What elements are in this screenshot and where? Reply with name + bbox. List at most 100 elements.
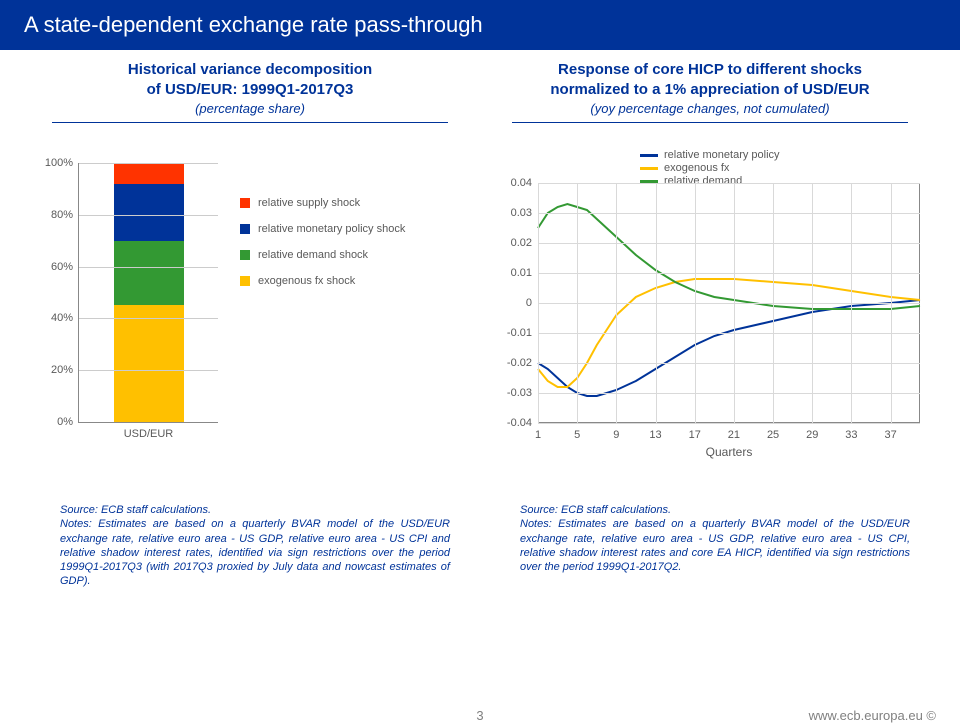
y-tick-label: 0.02 [511, 237, 532, 249]
gridline [773, 183, 774, 423]
gridline [538, 333, 920, 334]
right-panel: Response of core HICP to different shock… [490, 60, 930, 589]
gridline [79, 267, 218, 268]
legend-item: relative demand shock [240, 249, 405, 261]
content-row: Historical variance decomposition of USD… [0, 50, 960, 589]
legend-label: exogenous fx shock [258, 275, 355, 287]
gridline [79, 215, 218, 216]
y-tick-label: 0.01 [511, 267, 532, 279]
left-note: Source: ECB staff calculations. Notes: E… [30, 493, 470, 589]
gridline [812, 183, 813, 423]
legend-label: relative demand shock [258, 249, 368, 261]
x-tick-label: 29 [806, 429, 818, 441]
legend-item: relative monetary policy shock [240, 223, 405, 235]
left-chart: USD/EUR 0%20%40%60%80%100% relative supp… [30, 153, 470, 493]
right-title-rule [512, 122, 908, 123]
legend-label: exogenous fx [664, 162, 729, 174]
legend-swatch [240, 276, 250, 286]
y-tick-label: -0.01 [507, 327, 532, 339]
gridline [538, 363, 920, 364]
y-tick-label: 20% [51, 364, 73, 376]
left-subtitle: (percentage share) [30, 101, 470, 116]
right-chart: relative monetary policyexogenous fxrela… [490, 153, 930, 493]
gridline [79, 318, 218, 319]
gridline [695, 183, 696, 423]
gridline [538, 273, 920, 274]
left-note-text: Notes: Estimates are based on a quarterl… [60, 517, 450, 588]
bar-segment [114, 163, 184, 184]
left-title-rule [52, 122, 448, 123]
y-tick-label: -0.04 [507, 417, 532, 429]
y-tick-label: 0.04 [511, 177, 532, 189]
y-tick-label: 0% [57, 416, 73, 428]
stacked-bar-plot: USD/EUR 0%20%40%60%80%100% [78, 163, 218, 423]
y-tick-label: -0.02 [507, 357, 532, 369]
slide-header: A state-dependent exchange rate pass-thr… [0, 0, 960, 50]
legend-label: relative monetary policy [664, 149, 780, 161]
page-number: 3 [476, 708, 483, 723]
gridline [891, 183, 892, 423]
bar-segment [114, 241, 184, 306]
gridline [577, 183, 578, 423]
gridline [734, 183, 735, 423]
line-chart-plot: Quarters -0.04-0.03-0.02-0.0100.010.020.… [538, 183, 920, 423]
x-tick-label: 25 [767, 429, 779, 441]
y-tick-label: 80% [51, 209, 73, 221]
right-title-line2: normalized to a 1% appreciation of USD/E… [490, 80, 930, 100]
left-title-line1: Historical variance decomposition [30, 60, 470, 80]
gridline [538, 183, 920, 184]
y-tick-label: 40% [51, 312, 73, 324]
right-note-text: Notes: Estimates are based on a quarterl… [520, 517, 910, 574]
gridline [656, 183, 657, 423]
bar-segment [114, 305, 184, 422]
legend-label: relative supply shock [258, 197, 360, 209]
gridline [538, 423, 920, 424]
legend-swatch [240, 250, 250, 260]
gridline [538, 243, 920, 244]
y-tick-label: -0.03 [507, 387, 532, 399]
left-title-line2: of USD/EUR: 1999Q1-2017Q3 [30, 80, 470, 100]
x-tick-label: 33 [845, 429, 857, 441]
x-tick-label: 9 [613, 429, 619, 441]
x-tick-label: 37 [884, 429, 896, 441]
left-panel: Historical variance decomposition of USD… [30, 60, 470, 589]
gridline [79, 163, 218, 164]
legend-swatch [640, 167, 658, 170]
x-tick-label: 21 [728, 429, 740, 441]
y-tick-label: 0.03 [511, 207, 532, 219]
legend-swatch [640, 154, 658, 157]
legend-item: relative monetary policy [640, 149, 780, 161]
slide-title: A state-dependent exchange rate pass-thr… [24, 12, 483, 37]
y-tick-label: 0 [526, 297, 532, 309]
right-title-line1: Response of core HICP to different shock… [490, 60, 930, 80]
legend-swatch [240, 224, 250, 234]
legend-swatch [240, 198, 250, 208]
gridline [538, 183, 539, 423]
x-tick-label: 13 [649, 429, 661, 441]
right-note-source: Source: ECB staff calculations. [520, 503, 910, 517]
gridline [538, 303, 920, 304]
x-tick-label: 1 [535, 429, 541, 441]
bar-segment [114, 184, 184, 241]
line-chart-legend: relative monetary policyexogenous fxrela… [640, 148, 780, 188]
footer-site: www.ecb.europa.eu © [809, 708, 936, 723]
x-tick-label: 17 [689, 429, 701, 441]
legend-label: relative monetary policy shock [258, 223, 405, 235]
legend-item: exogenous fx shock [240, 275, 405, 287]
gridline [538, 393, 920, 394]
line-chart-xtitle: Quarters [706, 445, 753, 459]
legend-item: relative supply shock [240, 197, 405, 209]
x-tick-label: 5 [574, 429, 580, 441]
stacked-bar [114, 163, 184, 422]
left-note-source: Source: ECB staff calculations. [60, 503, 450, 517]
right-note: Source: ECB staff calculations. Notes: E… [490, 493, 930, 574]
stacked-bar-xlabel: USD/EUR [124, 428, 174, 440]
right-subtitle: (yoy percentage changes, not cumulated) [490, 101, 930, 116]
legend-item: exogenous fx [640, 162, 780, 174]
y-tick-label: 100% [45, 157, 73, 169]
stacked-bar-legend: relative supply shock relative monetary p… [240, 183, 405, 301]
gridline [851, 183, 852, 423]
y-tick-label: 60% [51, 261, 73, 273]
gridline [79, 370, 218, 371]
slide: A state-dependent exchange rate pass-thr… [0, 0, 960, 720]
